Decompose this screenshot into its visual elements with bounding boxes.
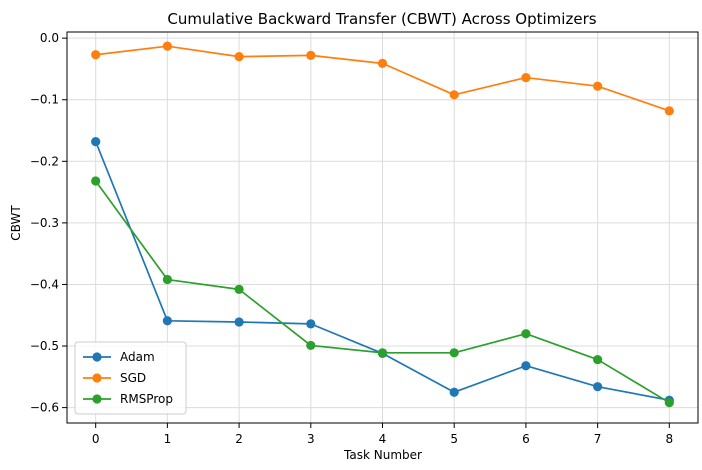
x-tick-label-5: 5 [450,432,458,446]
y-tick-label-6: −0.6 [30,401,59,415]
y-tick-label-4: −0.4 [30,277,59,291]
legend-label-rmsprop: RMSProp [120,392,173,406]
y-tick-label-2: −0.2 [30,154,59,168]
point-adam-3 [306,319,316,329]
point-rmsprop-0 [91,176,101,186]
legend-marker-adam [92,352,102,362]
x-tick-label-8: 8 [665,432,673,446]
y-tick-label-1: −0.1 [30,93,59,107]
x-axis-label: Task Number [343,448,422,462]
point-rmsprop-2 [234,284,244,294]
y-tick-label-3: −0.3 [30,216,59,230]
chart-title: Cumulative Backward Transfer (CBWT) Acro… [167,10,596,28]
legend-label-adam: Adam [120,350,155,364]
x-tick-label-0: 0 [92,432,100,446]
x-tick-label-6: 6 [522,432,530,446]
y-tick-label-5: −0.5 [30,339,59,353]
point-sgd-2 [234,52,244,62]
point-sgd-3 [306,50,316,60]
y-axis-label: CBWT [9,205,23,241]
point-sgd-7 [593,81,603,91]
legend-marker-sgd [92,373,102,383]
point-sgd-5 [449,90,459,100]
point-adam-7 [593,382,603,392]
point-rmsprop-1 [162,274,172,285]
point-sgd-6 [521,72,531,83]
legend: Adam SGD RMSProp [74,341,187,415]
point-rmsprop-5 [449,348,459,358]
point-rmsprop-4 [377,348,388,358]
x-tick-label-7: 7 [594,432,602,446]
series-lines [91,41,674,408]
point-rmsprop-6 [521,329,531,339]
point-sgd-0 [91,50,101,60]
point-adam-1 [162,316,172,326]
x-tick-label-1: 1 [164,432,172,446]
point-sgd-4 [377,58,388,69]
point-adam-5 [449,387,459,397]
x-tick-label-3: 3 [307,432,315,446]
point-adam-0 [91,137,101,147]
legend-box [74,341,187,415]
y-tick-label-0: 0.0 [40,31,59,45]
point-adam-2 [234,317,244,327]
point-sgd-1 [162,41,172,51]
point-rmsprop-7 [593,354,603,365]
point-rmsprop-3 [306,340,316,351]
x-tick-label-4: 4 [379,432,387,446]
x-tick-label-2: 2 [235,432,243,446]
grid-lines [67,32,698,423]
x-axis-ticks: 0 1 2 3 4 5 6 7 8 [92,423,673,446]
legend-marker-rmsprop [92,394,102,404]
point-sgd-8 [664,106,674,116]
point-rmsprop-8 [664,398,674,408]
y-axis-ticks: 0.0 −0.1 −0.2 −0.3 −0.4 −0.5 −0.6 [30,31,67,415]
legend-label-sgd: SGD [120,371,146,385]
point-adam-6 [521,361,531,371]
